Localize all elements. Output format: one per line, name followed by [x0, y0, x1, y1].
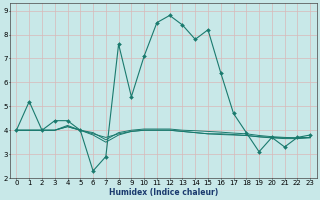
X-axis label: Humidex (Indice chaleur): Humidex (Indice chaleur): [109, 188, 218, 197]
